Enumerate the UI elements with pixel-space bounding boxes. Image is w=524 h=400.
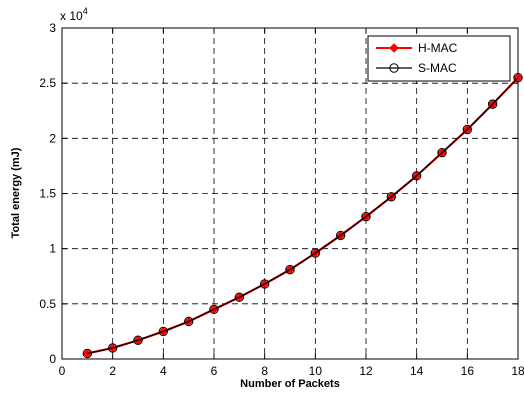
x-tick-label: 6 [211,364,218,378]
y-tick-label: 2.5 [39,76,56,90]
data-point-s-mac [411,171,422,181]
y-axis-label: Total energy (mJ) [10,147,22,238]
y-tick-label: 1 [49,242,56,256]
data-point-s-mac [437,147,447,158]
legend-marker-s-mac [389,63,399,73]
x-tick-label: 12 [359,364,373,378]
y-tick-label: 2 [49,131,56,145]
tick-marks [61,27,519,360]
x-tick-label: 18 [511,364,524,378]
series-line-h-mac [87,76,519,355]
legend-marker-h-mac [389,43,399,53]
data-point-s-mac [234,292,245,302]
data-point-s-mac [107,343,118,353]
data-point-s-mac [335,230,346,241]
data-point-s-mac [183,316,194,327]
x-tick-label: 10 [309,364,323,378]
data-point-s-mac [209,304,219,315]
data-point-s-mac [133,335,143,345]
data-point-s-mac [82,348,93,359]
series-s-mac [82,72,523,359]
x-tick-labels: 0 2 4 6 8 10 12 14 16 18 [59,364,524,378]
y-tick-label: 1.5 [39,187,56,201]
series-h-mac [82,72,523,359]
data-point-s-mac [487,99,498,109]
legend-label-s-mac: S-MAC [418,61,457,75]
data-point-s-mac [158,326,169,337]
data-point-s-mac [259,279,270,289]
data-point-s-mac [285,264,295,275]
y-tick-label: 3 [49,21,56,35]
x-tick-label: 14 [410,364,424,378]
data-point-s-mac [361,211,371,222]
data-point-s-mac [513,72,523,83]
y-tick-label: 0 [49,352,56,366]
series-layer [82,72,523,359]
series-line-s-mac [87,77,519,355]
grid-lines [62,28,518,359]
y-scale-exponent: 4 [83,6,88,16]
y-scale-base: x 10 [60,9,83,23]
x-tick-label: 8 [261,364,268,378]
x-tick-label: 2 [109,364,116,378]
data-point-s-mac [386,192,397,202]
y-tick-labels: 0 0.5 1 1.5 2 2.5 3 [39,21,56,366]
data-point-s-mac [310,248,321,258]
y-tick-label: 0.5 [39,297,56,311]
data-point-s-mac [462,124,473,135]
x-tick-label: 0 [59,364,66,378]
legend-items: H-MAC S-MAC [376,41,458,75]
x-tick-label: 4 [160,364,167,378]
x-axis-label: Number of Packets [240,378,340,390]
x-tick-label: 16 [461,364,475,378]
legend-box [367,35,511,82]
legend-label-h-mac: H-MAC [418,41,458,55]
legend: H-MAC S-MAC [367,35,511,82]
y-scale-factor: x 104 [60,6,88,23]
